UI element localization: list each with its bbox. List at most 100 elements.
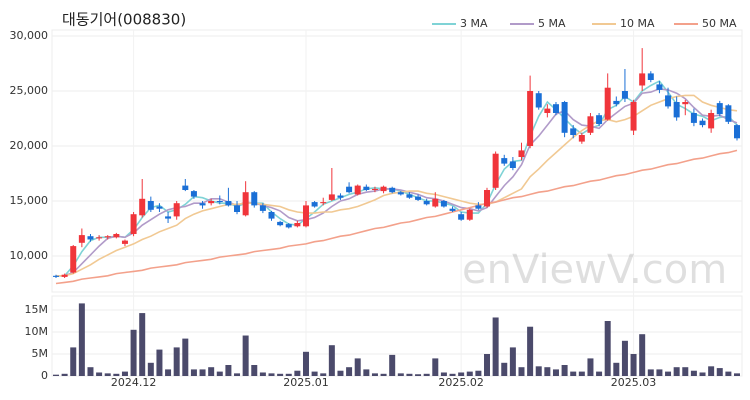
y-tick-label: 15,000 [10, 194, 49, 207]
candle-body [302, 205, 309, 227]
candle-body [53, 275, 59, 277]
candle-body [380, 186, 387, 192]
legend-label: 3 MA [460, 17, 488, 30]
x-tick-label: 2024.12 [111, 376, 157, 389]
candle-body [285, 224, 292, 228]
candle-body [596, 115, 603, 124]
volume-bar [259, 372, 266, 376]
y-tick-label: 0 [41, 369, 48, 382]
volume-bar [406, 373, 413, 376]
x-tick-label: 2025.01 [283, 376, 329, 389]
volume-bar [190, 369, 197, 376]
volume-bar [570, 371, 577, 376]
candle-body [294, 223, 301, 227]
candle-body [216, 201, 223, 203]
volume-bar [544, 367, 551, 376]
volume-bar [121, 371, 128, 376]
volume-panel [51, 295, 743, 377]
candle-body [527, 91, 534, 146]
volume-bar [53, 374, 59, 376]
candle-body [552, 104, 559, 113]
volume-bar [484, 354, 491, 376]
volume-bar [96, 372, 103, 376]
volume-bar [208, 367, 215, 376]
candle-body [725, 105, 732, 122]
volume-bar [440, 372, 447, 376]
volume-bar [285, 373, 292, 376]
candle-body [346, 186, 353, 193]
price-panel [51, 29, 743, 293]
candle-body [121, 240, 128, 244]
candle-body [70, 246, 77, 273]
candle-body [199, 203, 206, 206]
volume-bar [397, 373, 404, 376]
volume-bar [449, 373, 456, 376]
legend-label: 5 MA [538, 17, 566, 30]
volume-bar [311, 371, 318, 376]
candle-body [130, 214, 137, 234]
candle-body [535, 93, 542, 108]
candle-body [259, 205, 266, 211]
volume-bar [432, 358, 439, 376]
y-tick-label: 15M [25, 303, 49, 316]
volume-bar [587, 358, 594, 376]
candle-body [406, 194, 413, 198]
x-tick-label: 2025.02 [438, 376, 484, 389]
volume-bar [87, 367, 94, 376]
volume-bar [277, 373, 284, 376]
volume-bar [621, 340, 628, 376]
candle-body [699, 120, 706, 126]
volume-bar [130, 329, 137, 376]
volume-bar [380, 373, 387, 376]
ma-line [56, 87, 738, 277]
volume-bar [302, 351, 309, 376]
volume-bar [156, 349, 163, 376]
candle-body [475, 205, 482, 209]
candle-body [165, 216, 172, 219]
candle-body [354, 185, 361, 195]
volume-bar [199, 369, 206, 376]
candle-body [501, 158, 508, 164]
candle-body [61, 274, 68, 277]
volume-bar [147, 362, 154, 376]
volume-bar [216, 371, 223, 376]
candle-body [492, 153, 499, 188]
candle-body [87, 236, 94, 240]
volume-bar [630, 354, 637, 376]
candle-body [518, 150, 525, 157]
volume-bar [251, 365, 258, 376]
candle-body [337, 195, 344, 198]
candle-body [570, 128, 577, 135]
volume-bar [165, 369, 172, 376]
volume-bar [509, 347, 516, 376]
chart-title: 대동기어(008830) [62, 11, 186, 29]
candle-body [139, 198, 146, 216]
candle-body [621, 91, 628, 99]
volume-bar [225, 365, 232, 376]
candle-body [397, 192, 404, 195]
candle-body [458, 214, 465, 220]
candle-body [734, 125, 740, 139]
volume-bar [354, 358, 361, 376]
volume-bar [647, 369, 654, 376]
candle-body [484, 190, 491, 207]
candle-body [371, 188, 378, 190]
candle-body [173, 203, 180, 217]
candle-body [78, 235, 85, 243]
candle-body [665, 95, 672, 107]
candle-body [673, 102, 680, 118]
volume-bar [61, 373, 68, 376]
volume-bar [113, 373, 120, 376]
candle-body [432, 198, 439, 207]
candle-body [613, 100, 620, 105]
volume-bar [139, 313, 146, 376]
volume-bar [665, 371, 672, 376]
y-tick-label: 25,000 [10, 84, 49, 97]
candle-body [190, 191, 197, 197]
candle-body [690, 113, 697, 123]
volume-bar [104, 373, 111, 376]
volume-bar [371, 373, 378, 376]
volume-bar [173, 347, 180, 376]
candle-body [682, 102, 689, 105]
